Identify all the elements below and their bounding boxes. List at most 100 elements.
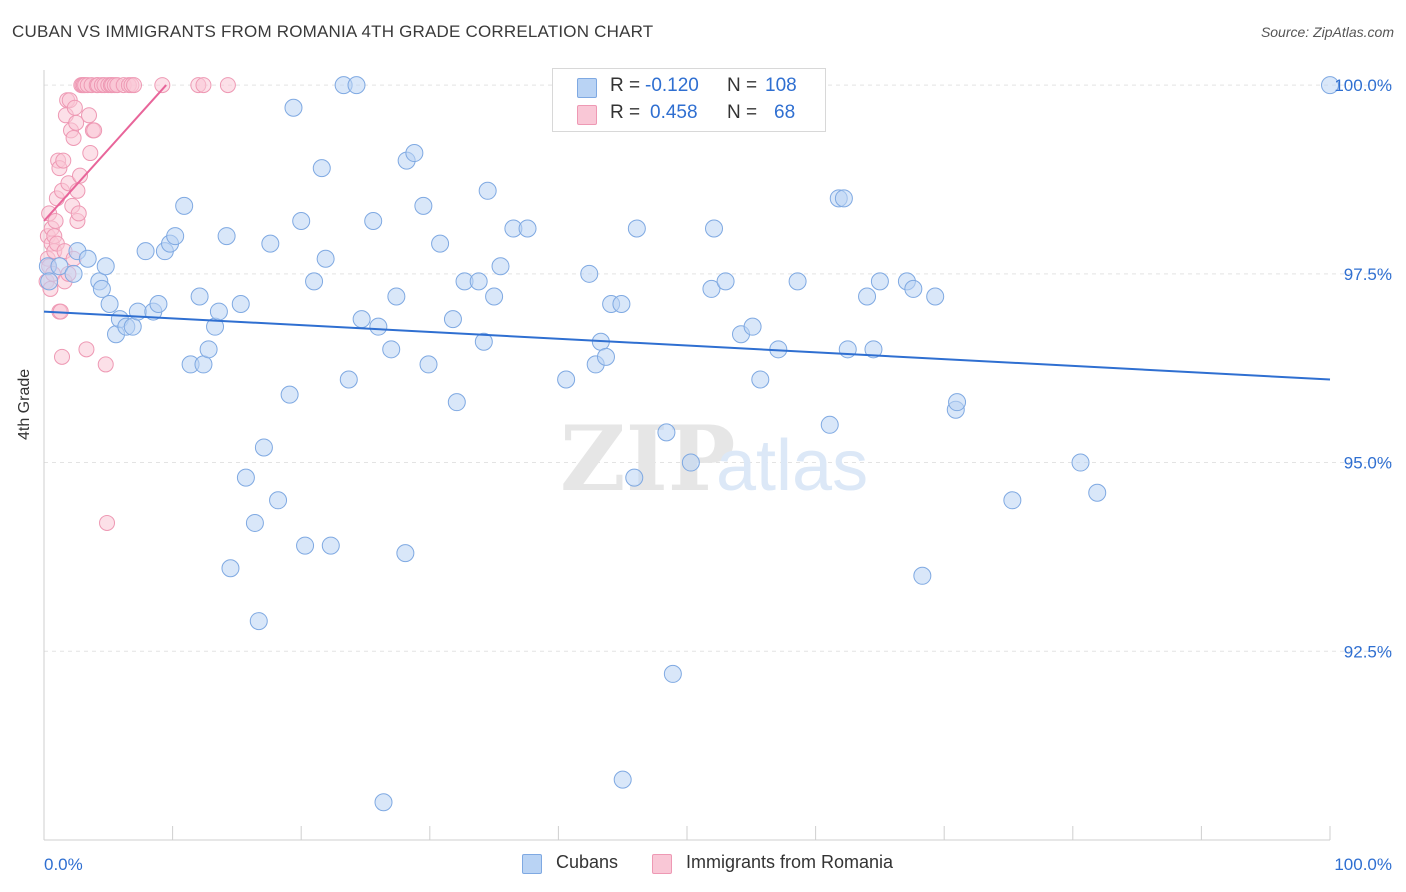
cubans-r-value: -0.120 [645, 75, 699, 96]
cuban-point [743, 317, 762, 336]
cuban-point [518, 219, 537, 238]
cuban-point [557, 370, 576, 389]
cuban-point [312, 159, 331, 178]
cuban-point [64, 264, 83, 283]
cuban-point [702, 279, 721, 298]
cuban-point [387, 287, 406, 306]
cuban-point [123, 317, 142, 336]
y-tick-label: 100.0% [1334, 76, 1392, 95]
correlation-legend: R = -0.120 N = 108 R = 0.458 N = 68 [552, 68, 826, 132]
cuban-point [217, 227, 236, 246]
romania-point [68, 114, 85, 131]
cuban-point [40, 272, 59, 291]
cuban-point [369, 317, 388, 336]
romania-point [126, 77, 143, 94]
romania-point [86, 122, 103, 139]
cuban-point [136, 242, 155, 261]
cuban-point [625, 468, 644, 487]
cuban-point [269, 491, 288, 510]
cuban-point [904, 279, 923, 298]
cuban-point [926, 287, 945, 306]
cuban-point [280, 385, 299, 404]
trend-lines [43, 84, 1331, 381]
cuban-point [364, 211, 383, 230]
cuban-point [681, 453, 700, 472]
cubans-swatch [577, 78, 597, 98]
cuban-point [305, 272, 324, 291]
cuban-point [870, 272, 889, 291]
romania-point [47, 212, 64, 229]
cuban-point [627, 219, 646, 238]
cuban-point [657, 423, 676, 442]
cuban-point [209, 302, 228, 321]
cuban-point [864, 340, 883, 359]
romania-point [97, 356, 114, 373]
cuban-point [382, 340, 401, 359]
cuban-trend-line [43, 310, 1331, 381]
cuban-point [820, 415, 839, 434]
cuban-point [352, 310, 371, 329]
romania-point [55, 152, 72, 169]
tick-labels: 92.5% 95.0% 97.5% 100.0% 0.0% 100.0% [44, 76, 1392, 874]
cuban-point [261, 234, 280, 253]
cuban-point [166, 227, 185, 246]
romania-r-value: 0.458 [650, 102, 698, 123]
n-label: N = [727, 75, 758, 96]
cuban-point [175, 196, 194, 215]
cuban-points [38, 76, 1339, 812]
romania-legend-swatch [652, 854, 672, 874]
cuban-point [431, 234, 450, 253]
cuban-point [705, 219, 724, 238]
romania-point [195, 77, 212, 94]
cuban-point [491, 257, 510, 276]
cubans-legend-label: Cubans [556, 852, 619, 872]
romania-trend-line [43, 84, 167, 222]
cuban-point [149, 295, 168, 314]
cuban-point [199, 340, 218, 359]
cuban-point [913, 566, 932, 585]
romania-point [78, 341, 95, 358]
romania-point [70, 205, 87, 222]
cuban-point [596, 347, 615, 366]
cuban-point [249, 612, 268, 631]
cuban-point [96, 257, 115, 276]
cuban-point [231, 295, 250, 314]
cuban-point [236, 468, 255, 487]
cuban-point [396, 544, 415, 563]
y-tick-label: 92.5% [1344, 642, 1392, 661]
x-tick-label-start: 0.0% [44, 855, 83, 874]
cuban-point [612, 295, 631, 314]
cuban-point [339, 370, 358, 389]
cuban-point [296, 536, 315, 555]
romania-point [72, 167, 89, 184]
cuban-point [948, 393, 967, 412]
y-tick-label: 95.0% [1344, 454, 1392, 473]
cuban-point [788, 272, 807, 291]
romania-point [99, 514, 116, 531]
cuban-point [485, 287, 504, 306]
source-label: Source: ZipAtlas.com [1260, 24, 1394, 40]
y-axis-label: 4th Grade [16, 368, 33, 440]
romania-point [81, 107, 98, 124]
cuban-point [474, 332, 493, 351]
romania-point [54, 348, 71, 365]
chart-title: CUBAN VS IMMIGRANTS FROM ROMANIA 4TH GRA… [12, 22, 654, 41]
cuban-point [78, 249, 97, 268]
cuban-point [321, 536, 340, 555]
romania-point [82, 145, 99, 162]
cuban-point [292, 211, 311, 230]
cuban-point [414, 196, 433, 215]
cuban-point [284, 98, 303, 117]
cuban-point [190, 287, 209, 306]
cuban-point [405, 144, 424, 163]
watermark-atlas: atlas [716, 426, 868, 506]
cuban-point [478, 181, 497, 200]
cuban-point [194, 355, 213, 374]
cuban-point [447, 393, 466, 412]
cuban-point [419, 355, 438, 374]
cuban-point [347, 76, 366, 95]
romania-legend-label: Immigrants from Romania [686, 852, 894, 872]
cubans-n-value: 108 [765, 75, 797, 96]
cuban-point [1003, 491, 1022, 510]
